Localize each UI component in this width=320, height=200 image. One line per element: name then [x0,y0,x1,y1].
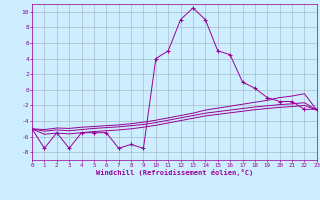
X-axis label: Windchill (Refroidissement éolien,°C): Windchill (Refroidissement éolien,°C) [96,169,253,176]
